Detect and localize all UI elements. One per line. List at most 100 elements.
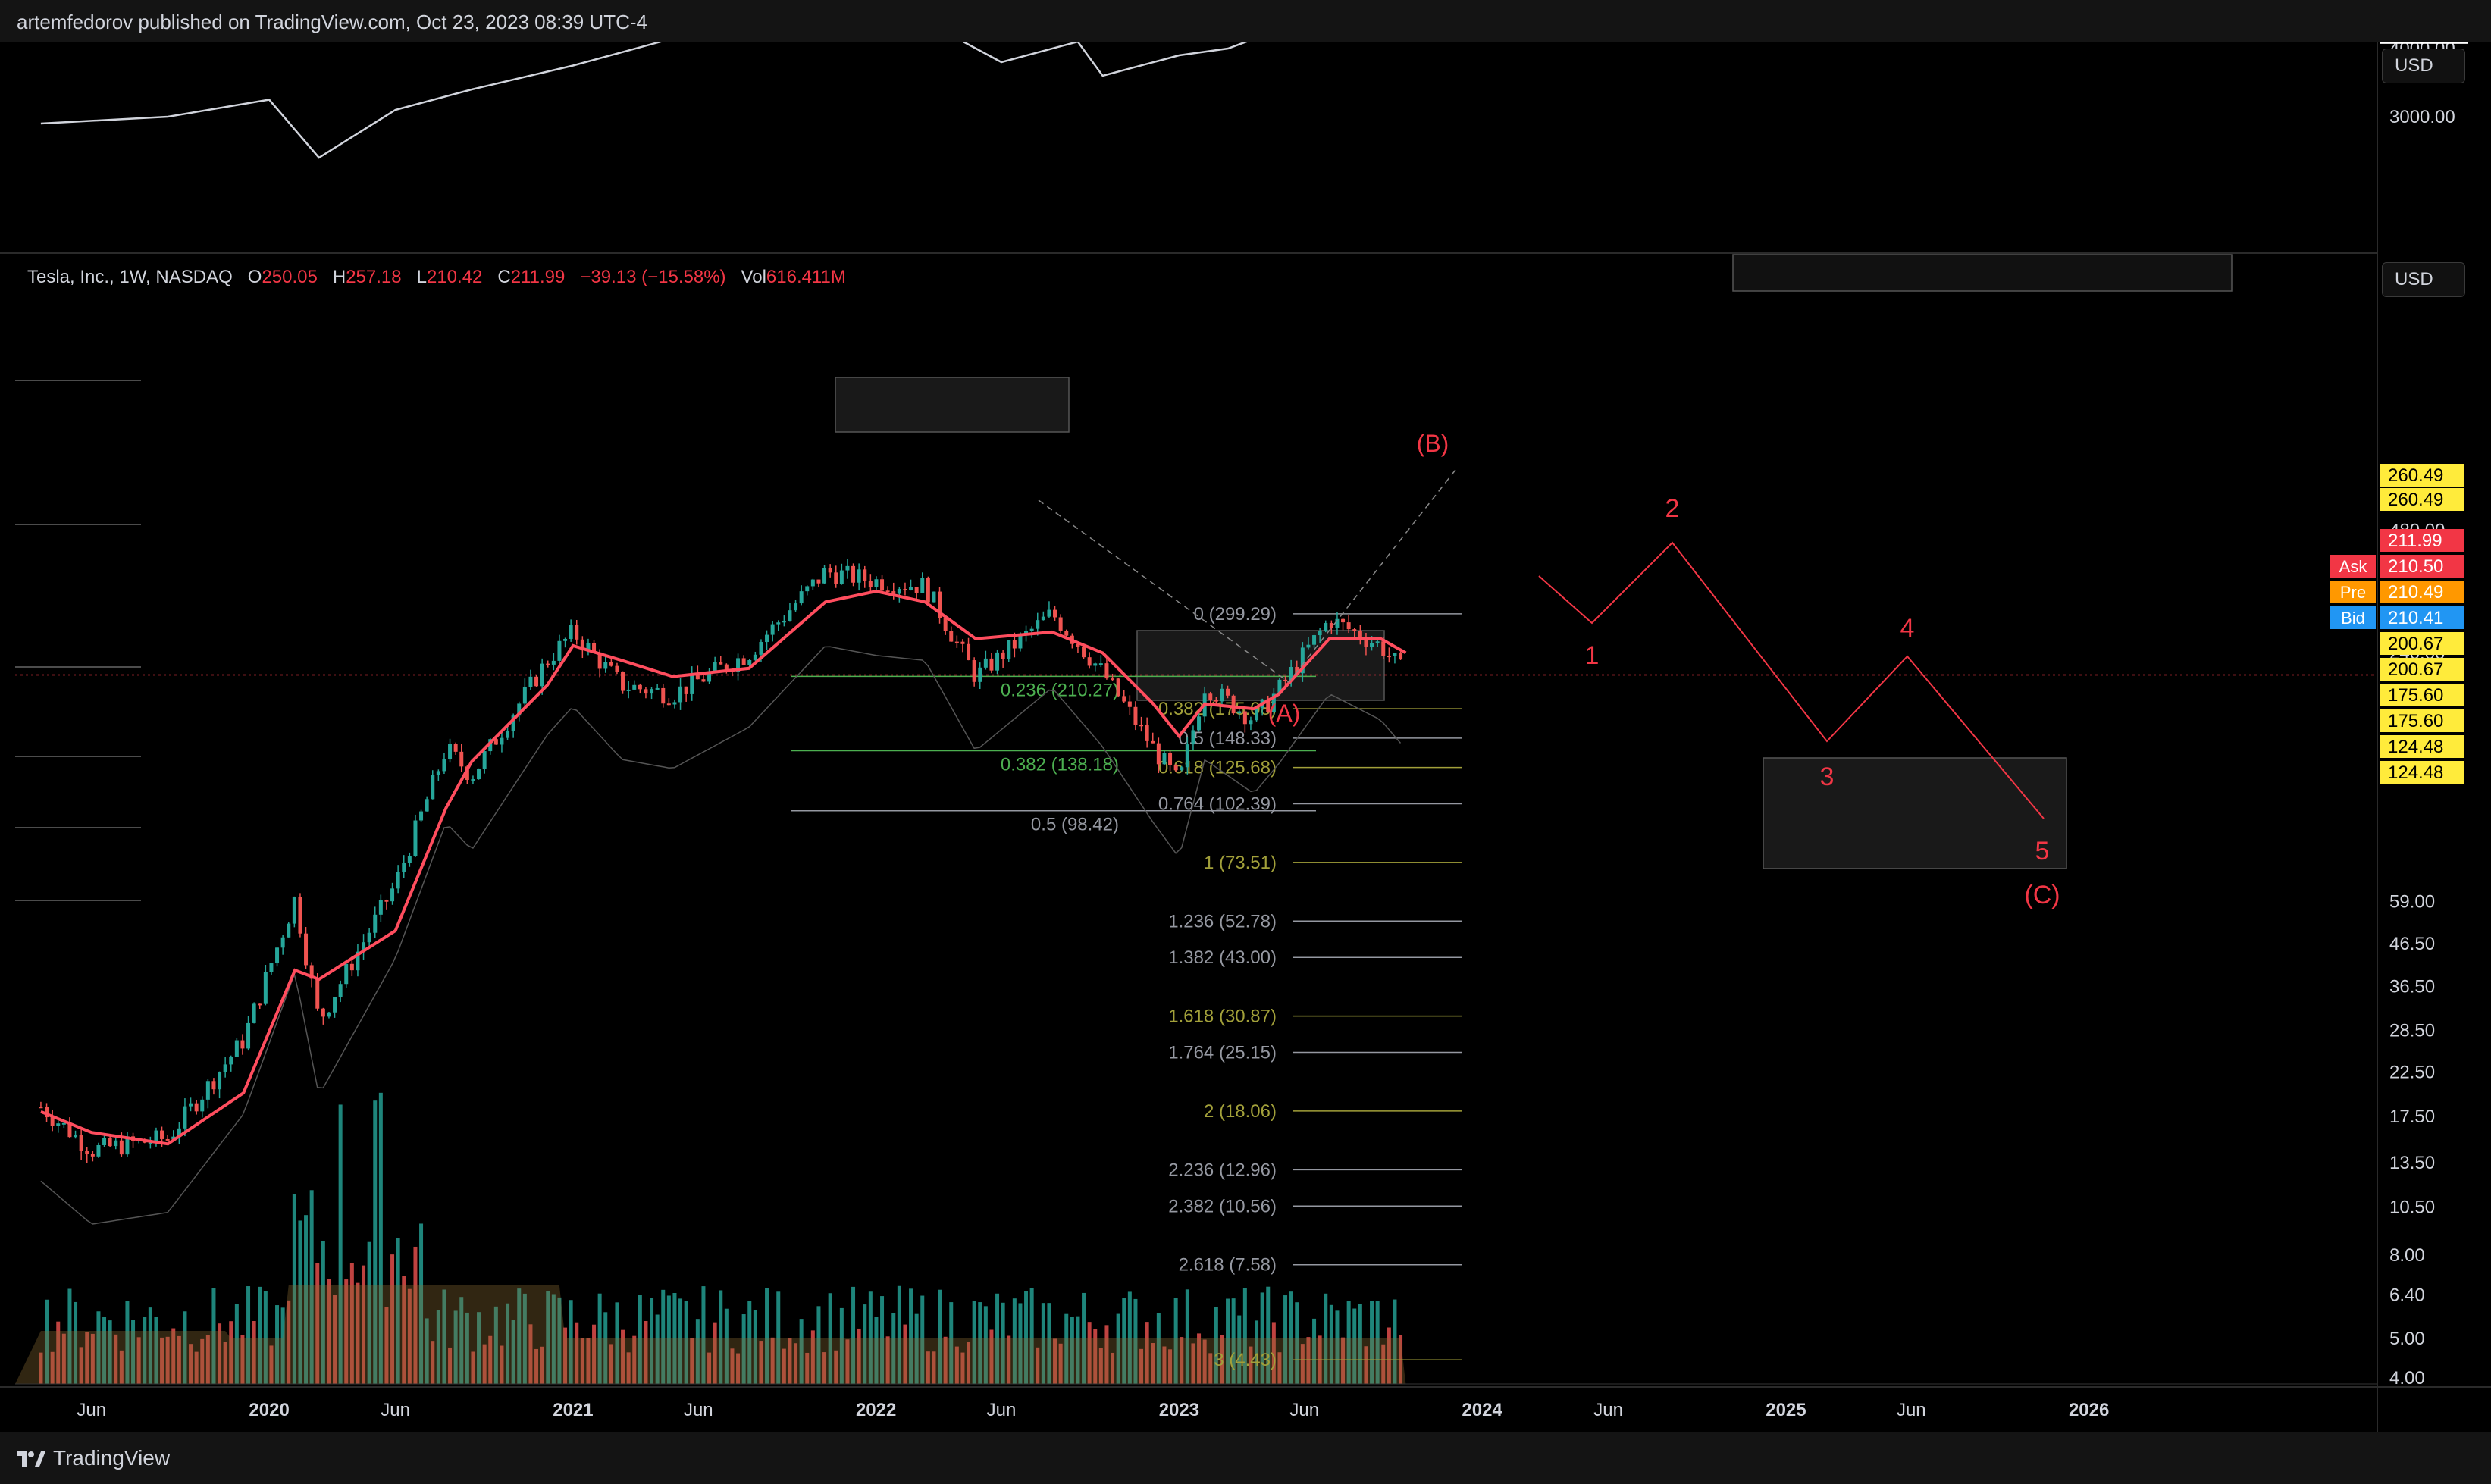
volume-bar	[857, 1328, 861, 1384]
candle	[1370, 643, 1374, 647]
volume-bar	[828, 1293, 832, 1384]
candle	[517, 703, 522, 716]
volume-bar	[1352, 1308, 1357, 1384]
projection-path	[1538, 541, 2044, 819]
fib-label: 2.382 (10.56)	[1168, 1196, 1277, 1216]
candle	[557, 640, 562, 661]
x-tick-label: Jun	[381, 1400, 410, 1420]
candle	[1139, 725, 1144, 727]
volume-bar	[1070, 1317, 1074, 1384]
candle	[551, 660, 556, 665]
candle	[753, 654, 757, 660]
candle	[972, 660, 976, 682]
candle	[1098, 663, 1103, 665]
candle	[183, 1106, 187, 1129]
x-tick-label: Jun	[1289, 1400, 1319, 1420]
volume-bar	[407, 1288, 412, 1384]
candle	[580, 639, 584, 651]
candle	[770, 624, 775, 635]
symbol-legend[interactable]: Tesla, Inc., 1W, NASDAQ O250.05 H257.18 …	[27, 267, 846, 288]
price-tag	[2380, 606, 2464, 629]
volume-bar	[304, 1215, 309, 1384]
price-tag	[2380, 488, 2464, 511]
price-currency-button[interactable]: USD	[2382, 262, 2465, 297]
volume-bar	[1007, 1335, 1011, 1384]
volume-bar	[580, 1338, 584, 1384]
candle	[989, 658, 994, 671]
candle	[1255, 708, 1259, 721]
candle	[453, 744, 458, 752]
candle	[1076, 643, 1080, 647]
volume-bar	[1116, 1313, 1120, 1384]
tradingview-logo[interactable]: TradingView	[15, 1446, 170, 1470]
candle	[794, 603, 798, 611]
candle	[788, 610, 792, 621]
fib-label: 1.382 (43.00)	[1168, 947, 1277, 968]
volume-bar	[1093, 1329, 1098, 1384]
candle	[1283, 679, 1288, 681]
candle	[736, 658, 741, 672]
candle	[511, 715, 515, 731]
candle	[534, 676, 539, 687]
candle	[1058, 617, 1063, 631]
candle	[321, 1008, 325, 1017]
volume-bar	[695, 1319, 700, 1384]
candle	[678, 686, 683, 703]
volume-bar	[45, 1299, 49, 1384]
volume-bar	[759, 1341, 763, 1384]
candle	[148, 1142, 152, 1144]
volume-bar	[79, 1347, 83, 1384]
low-label: L	[416, 267, 427, 287]
candle	[1151, 740, 1155, 744]
volume-bar	[701, 1286, 706, 1384]
change-value: −39.13 (−15.58%)	[580, 267, 726, 287]
volume-bar	[557, 1297, 562, 1384]
price-pane: 0 (299.29)0.382 (175.08)0.5 (148.33)0.61…	[15, 254, 2377, 1370]
volume-bar	[321, 1241, 325, 1384]
volume-bar	[569, 1300, 573, 1384]
candle	[943, 618, 948, 631]
volume-bar	[868, 1291, 873, 1384]
volume-bar	[960, 1352, 965, 1384]
candle	[632, 684, 637, 690]
volume-bar	[1058, 1343, 1063, 1384]
candle	[413, 820, 418, 856]
fib-label: 0.382 (175.08)	[1158, 699, 1277, 719]
candle	[1277, 679, 1282, 694]
volume-bar	[551, 1294, 556, 1384]
index-currency-button[interactable]: USD	[2382, 49, 2465, 83]
candle	[1220, 688, 1224, 702]
volume-bar	[471, 1351, 475, 1384]
volume-pane	[15, 1092, 2377, 1385]
volume-bar	[1242, 1288, 1247, 1384]
symbol-name: Tesla, Inc., 1W, NASDAQ	[27, 267, 233, 287]
candle	[978, 667, 982, 682]
candle	[1237, 711, 1242, 714]
candle	[546, 663, 550, 665]
volume-bar	[90, 1333, 95, 1384]
candle	[436, 771, 440, 775]
candle	[1318, 631, 1322, 636]
candle	[1162, 753, 1167, 765]
candle	[995, 652, 1000, 671]
volume-bar	[356, 1282, 360, 1384]
price-tag	[2380, 464, 2464, 487]
volume-bar	[575, 1322, 579, 1384]
volume-bar	[615, 1302, 619, 1384]
candle	[189, 1103, 193, 1107]
candle	[1399, 653, 1403, 659]
volume-bar	[165, 1336, 170, 1384]
candle	[309, 965, 314, 979]
candle	[79, 1135, 83, 1151]
volume-bar	[644, 1320, 648, 1384]
volume-bar	[1300, 1344, 1305, 1384]
publish-bar: artemfedorov published on TradingView.co…	[0, 0, 2491, 42]
volume-bar	[1104, 1325, 1109, 1384]
volume-bar	[1024, 1291, 1029, 1384]
volume-bar	[1393, 1299, 1397, 1384]
candle	[74, 1135, 78, 1138]
volume-bar	[119, 1350, 124, 1384]
tradingview-logo-icon	[17, 1451, 45, 1467]
candle	[1122, 696, 1126, 702]
